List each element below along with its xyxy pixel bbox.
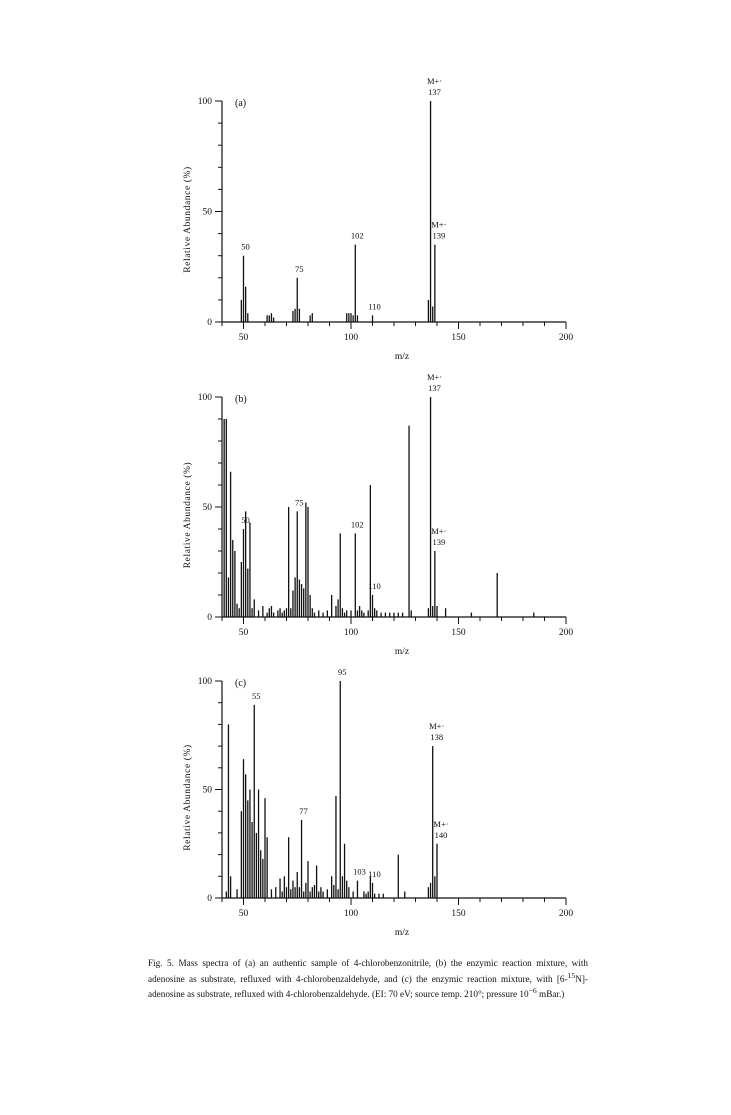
- panel-c-x-axis-title: m/z: [395, 928, 409, 938]
- panel-a-label: (a): [235, 98, 246, 109]
- panel-c-ion-label: M+·: [429, 721, 444, 731]
- panel-a-ion-label: M+·: [431, 220, 446, 230]
- panel-b-peak-label: 110: [368, 581, 380, 591]
- panel-c-peak-label: 110: [368, 869, 380, 879]
- panel-c-x-tick-label: 50: [239, 909, 249, 919]
- panel-b-x-tick-label: 100: [344, 628, 359, 638]
- panel-a-y-tick-label: 0: [207, 318, 212, 328]
- panel-a-peak-label: 110: [368, 301, 380, 311]
- panel-a-x-axis-title: m/z: [395, 352, 409, 362]
- panel-c-y-axis-title: Relative Abundance (%): [182, 744, 193, 851]
- panel-c-x-tick-label: 100: [344, 909, 359, 919]
- caption-text-2: N]-adenosine as substrate, refluxed with…: [148, 973, 588, 1000]
- figure-caption: Fig. 5. Mass spectra of (a) an authentic…: [148, 957, 588, 1001]
- panel-b-y-tick-label: 50: [203, 503, 213, 513]
- panel-c-x-tick-label: 200: [559, 909, 574, 919]
- panel-b-label: (b): [235, 394, 247, 405]
- caption-pressure-exponent: −6: [528, 986, 537, 996]
- panel-c-x-tick-label: 150: [451, 909, 466, 919]
- caption-text-3: mBar.): [536, 989, 565, 1000]
- panel-a-x-tick-label: 50: [239, 333, 249, 343]
- panel-b-x-tick-label: 50: [239, 628, 249, 638]
- panel-c-peak-label: 55: [252, 691, 261, 701]
- panel-c-ion-label: M+·: [433, 819, 448, 829]
- panel-a-x-tick-label: 100: [344, 333, 359, 343]
- panel-b-ion-label: M+·: [431, 526, 446, 536]
- panel-c-y-tick-label: 100: [198, 677, 213, 687]
- panel-b-x-axis-title: m/z: [395, 647, 409, 657]
- panel-b-x-tick-label: 200: [559, 628, 574, 638]
- panel-c-peak-label: 103: [353, 867, 366, 877]
- panel-b-y-tick-label: 100: [198, 393, 213, 403]
- panel-a-peak-label: 139: [432, 231, 445, 241]
- panel-b-y-tick-label: 0: [207, 613, 212, 623]
- panel-b-ion-label: M+·: [427, 372, 442, 382]
- caption-isotope-mass: 15: [567, 970, 576, 980]
- panel-b-peak-label: 137: [428, 383, 441, 393]
- panel-a-ion-label: M+·: [427, 76, 442, 86]
- panel-b-peak-label: 102: [351, 519, 364, 529]
- panel-b-peak-label: 75: [295, 497, 304, 507]
- panel-a-y-axis-title: Relative Abundance (%): [182, 166, 193, 273]
- panel-a-peak-label: 50: [241, 242, 250, 252]
- panel-c-peak-label: 138: [430, 732, 443, 742]
- panel-c-y-tick-label: 50: [203, 786, 213, 796]
- panel-c-peak-label: 140: [435, 830, 448, 840]
- panel-a-x-tick-label: 200: [559, 333, 574, 343]
- panel-b-y-axis-title: Relative Abundance (%): [182, 462, 193, 569]
- caption-text-1: Fig. 5. Mass spectra of (a) an authentic…: [148, 958, 588, 984]
- panel-c-peak-label: 77: [299, 806, 308, 816]
- panel-c-y-tick-label: 0: [207, 894, 212, 904]
- panel-a-y-tick-label: 100: [198, 97, 213, 107]
- panel-a: 0 50 100 50 100 150 200 m/z Relative Abundance (…: [182, 76, 573, 362]
- panel-c: 0 50 100 50 100 150 200 m/z Relative Abundance (…: [182, 667, 573, 938]
- panel-b: 0 50 100 50 100 150 200 m/z Relative Abundance (…: [182, 372, 573, 657]
- panel-a-peak-label: 137: [428, 87, 441, 97]
- panel-b-peak-label: 139: [432, 537, 445, 547]
- panel-c-peak-label: 95: [338, 667, 347, 677]
- panel-b-x-tick-label: 150: [451, 628, 466, 638]
- panel-b-peak-label: 50: [241, 515, 250, 525]
- panel-a-peak-label: 75: [295, 264, 304, 274]
- panel-a-x-tick-label: 150: [451, 333, 466, 343]
- panel-a-y-tick-label: 50: [203, 208, 213, 218]
- panel-c-label: (c): [235, 678, 246, 689]
- panel-a-peak-label: 102: [351, 231, 364, 241]
